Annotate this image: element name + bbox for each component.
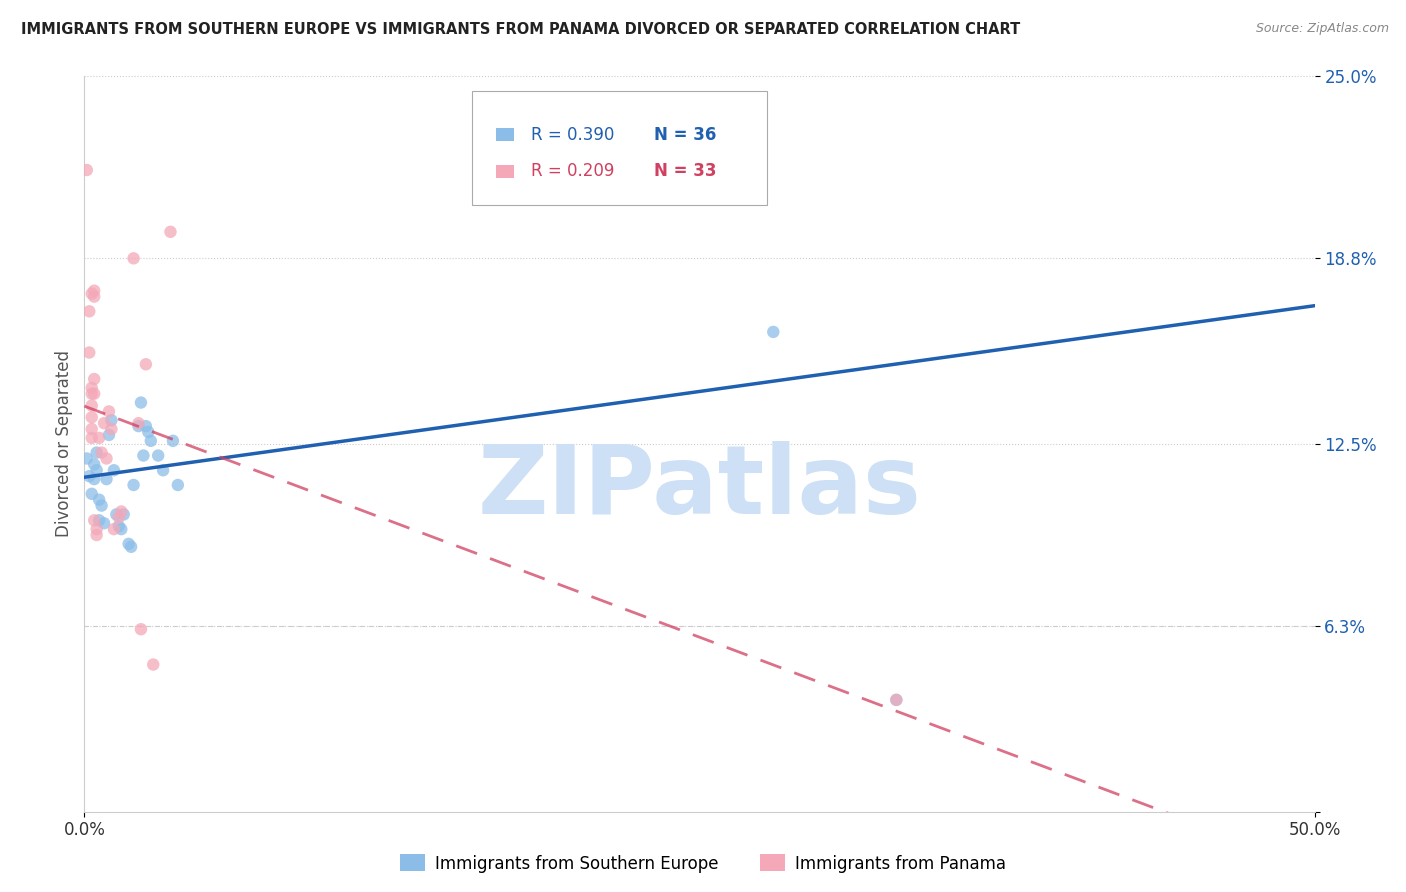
Point xyxy=(614,186,637,201)
Point xyxy=(83,513,105,527)
Point xyxy=(80,431,103,445)
Point xyxy=(138,425,160,439)
Point xyxy=(93,516,115,531)
Point xyxy=(108,519,131,533)
Point xyxy=(80,410,103,425)
Point xyxy=(152,463,174,477)
FancyBboxPatch shape xyxy=(496,165,515,178)
Point xyxy=(120,540,142,554)
Point xyxy=(129,622,152,636)
Point xyxy=(129,395,152,409)
Point xyxy=(90,499,112,513)
Point xyxy=(79,304,101,318)
Point xyxy=(80,422,103,436)
Point xyxy=(80,381,103,395)
Point xyxy=(76,451,98,466)
Point xyxy=(118,537,141,551)
Point xyxy=(132,449,155,463)
Point xyxy=(98,428,120,442)
FancyBboxPatch shape xyxy=(496,128,515,141)
Point xyxy=(110,522,132,536)
Point xyxy=(80,399,103,413)
Point xyxy=(79,469,101,483)
Point xyxy=(135,419,157,434)
Point xyxy=(86,522,108,536)
Point xyxy=(108,510,131,524)
Point xyxy=(122,252,145,266)
Point xyxy=(87,513,111,527)
Point xyxy=(83,372,105,386)
Point xyxy=(135,357,157,371)
Text: Source: ZipAtlas.com: Source: ZipAtlas.com xyxy=(1256,22,1389,36)
Point xyxy=(96,451,118,466)
Text: IMMIGRANTS FROM SOUTHERN EUROPE VS IMMIGRANTS FROM PANAMA DIVORCED OR SEPARATED : IMMIGRANTS FROM SOUTHERN EUROPE VS IMMIG… xyxy=(21,22,1021,37)
Point xyxy=(762,325,785,339)
Point xyxy=(87,431,111,445)
Point xyxy=(98,404,120,418)
Point xyxy=(148,449,170,463)
Point xyxy=(122,478,145,492)
Point xyxy=(886,693,908,707)
Point xyxy=(139,434,162,448)
Point xyxy=(886,693,908,707)
Text: N = 33: N = 33 xyxy=(654,162,717,180)
Point xyxy=(79,345,101,359)
Point xyxy=(100,413,122,427)
Point xyxy=(93,416,115,430)
Point xyxy=(110,504,132,518)
Point xyxy=(83,289,105,303)
Point xyxy=(86,528,108,542)
Point xyxy=(96,472,118,486)
Text: N = 36: N = 36 xyxy=(654,126,716,144)
Point xyxy=(90,445,112,459)
Point xyxy=(159,225,181,239)
Point xyxy=(86,463,108,477)
Point xyxy=(83,458,105,472)
Point xyxy=(651,171,673,186)
Point xyxy=(80,487,103,501)
FancyBboxPatch shape xyxy=(472,90,768,204)
Text: R = 0.209: R = 0.209 xyxy=(531,162,614,180)
Point xyxy=(80,286,103,301)
Point xyxy=(128,416,150,430)
Point xyxy=(83,386,105,401)
Point xyxy=(76,163,98,178)
Text: R = 0.390: R = 0.390 xyxy=(531,126,614,144)
Point xyxy=(162,434,184,448)
Point xyxy=(87,492,111,507)
Point xyxy=(103,463,125,477)
Legend: Immigrants from Southern Europe, Immigrants from Panama: Immigrants from Southern Europe, Immigra… xyxy=(394,847,1012,880)
Point xyxy=(142,657,165,672)
Point xyxy=(112,508,135,522)
Text: ZIPatlas: ZIPatlas xyxy=(478,442,921,534)
Point xyxy=(83,284,105,298)
Point xyxy=(80,386,103,401)
Y-axis label: Divorced or Separated: Divorced or Separated xyxy=(55,351,73,537)
Point xyxy=(83,472,105,486)
Point xyxy=(166,478,188,492)
Point xyxy=(128,419,150,434)
Point xyxy=(103,522,125,536)
Point xyxy=(86,445,108,459)
Point xyxy=(105,508,128,522)
Point xyxy=(100,422,122,436)
